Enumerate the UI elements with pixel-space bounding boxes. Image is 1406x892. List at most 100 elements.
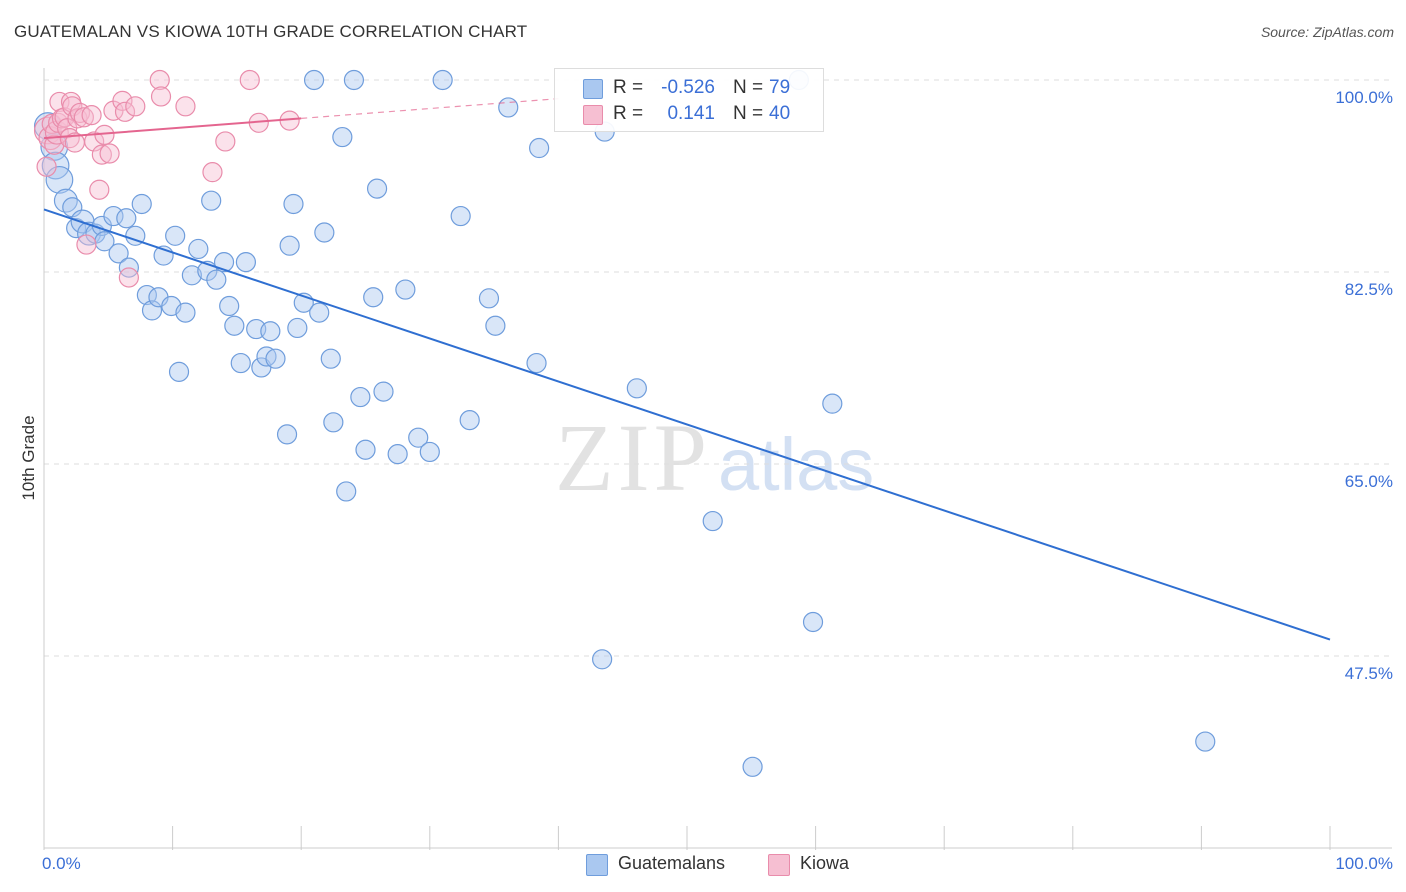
kiowa-point (202, 162, 223, 183)
legend-n-value: 79 (769, 77, 791, 98)
guatemalans-point (323, 412, 344, 433)
guatemalans-point (116, 208, 137, 229)
guatemalans-point (168, 361, 190, 382)
guatemalans-point (526, 352, 547, 374)
guatemalans-point (702, 510, 723, 532)
y-tick-label: 100.0% (1335, 88, 1393, 107)
x-tick-label-start: 0.0% (42, 854, 81, 873)
kiowa-points (33, 69, 300, 288)
guatemalans-point (287, 317, 308, 339)
bottom-legend-swatch-blue (586, 854, 608, 876)
legend-n-label: N = (733, 103, 764, 124)
guatemalans-point (103, 205, 124, 227)
guatemalans-point (350, 386, 371, 408)
guatemalans-point (201, 190, 222, 211)
kiowa-point (215, 131, 236, 152)
guatemalans-point (343, 69, 365, 91)
guatemalans-point (408, 427, 429, 448)
guatemalans-point (279, 235, 300, 256)
y-tick-label: 47.5% (1345, 664, 1393, 683)
source-label: Source: ZipAtlas.com (1260, 24, 1394, 40)
guatemalans-point (235, 252, 257, 273)
guatemalans-point (219, 295, 240, 317)
kiowa-point (118, 267, 139, 288)
guatemalans-point (432, 69, 453, 91)
trend-lines (43, 98, 1331, 641)
guatemalans-point (303, 69, 325, 91)
legend-row-kiowa: R = 0.141 N = 40 (555, 101, 823, 127)
legend-r-value: -0.526 (661, 77, 715, 98)
tick-labels: 100.0% 82.5% 65.0% 47.5% 0.0% 100.0% (42, 88, 1393, 873)
legend-r-label: R = (613, 103, 644, 124)
guatemalans-point (822, 393, 843, 414)
guatemalans-point (181, 265, 202, 286)
guatemalans-point (336, 481, 357, 502)
guatemalans-point (175, 302, 196, 323)
guatemalans-trend-line (43, 208, 1331, 641)
watermark-zip: ZIP (555, 404, 711, 511)
kiowa-point (89, 179, 110, 200)
guatemalans-point (355, 439, 376, 460)
kiowa-point (44, 134, 65, 155)
guatemalans-point (230, 352, 251, 374)
y-axis-label: 10th Grade (19, 415, 38, 500)
guatemalans-point (478, 288, 500, 309)
kiowa-point (84, 131, 105, 152)
guatemalans-point (529, 137, 550, 159)
legend-r-label: R = (613, 77, 644, 98)
guatemalans-point (387, 444, 408, 465)
guatemalans-point (276, 424, 298, 445)
guatemalans-point (260, 321, 281, 342)
guatemalans-point (332, 126, 353, 148)
guatemalans-point (498, 97, 519, 118)
guatemalans-point (450, 205, 471, 227)
legend-row-guatemalans: R = -0.526 N = 79 (555, 75, 823, 101)
guatemalans-point (165, 225, 186, 246)
kiowa-point (91, 144, 112, 165)
kiowa-point (99, 143, 120, 164)
guatemalans-point (626, 378, 647, 399)
guatemalans-point (366, 178, 388, 199)
kiowa-point (150, 86, 172, 107)
guatemalans-point (419, 441, 440, 463)
guatemalans-point (141, 300, 163, 321)
legend-swatch-blue (583, 79, 603, 99)
x-tick-label-end: 100.0% (1335, 854, 1393, 873)
guatemalans-point (265, 348, 286, 369)
legend-n-value: 40 (769, 103, 791, 124)
guatemalans-point (131, 193, 152, 215)
guatemalans-point (314, 222, 335, 243)
watermark: ZIP atlas (555, 404, 874, 511)
kiowa-point (49, 91, 70, 113)
legend-swatch-pink (583, 105, 603, 125)
legend-r-value: 0.141 (667, 103, 715, 124)
kiowa-trend-line (43, 117, 302, 140)
bottom-legend-label: Kiowa (800, 853, 850, 873)
guatemalans-point (395, 279, 416, 300)
kiowa-point (114, 101, 136, 122)
guatemalans-point (485, 315, 506, 336)
guatemalans-point (363, 287, 384, 308)
guatemalans-point (373, 381, 394, 402)
guatemalans-point (1195, 731, 1216, 752)
bottom-legend-swatch-pink (768, 854, 790, 876)
chart-title: GUATEMALAN VS KIOWA 10TH GRADE CORRELATI… (14, 22, 528, 41)
guatemalans-point (188, 238, 209, 260)
correlation-legend: R = -0.526 N = 79 R = 0.141 N = 40 (554, 68, 824, 132)
guatemalans-point (592, 649, 613, 670)
kiowa-point (81, 105, 102, 126)
kiowa-trend-extension (301, 98, 559, 119)
kiowa-point (175, 96, 196, 117)
axes (43, 68, 1392, 850)
guatemalans-point (802, 611, 824, 633)
kiowa-point (149, 69, 170, 91)
kiowa-point (76, 234, 97, 255)
guatemalans-point (459, 410, 480, 431)
y-tick-label: 65.0% (1345, 472, 1393, 491)
kiowa-point (125, 96, 146, 117)
kiowa-point (73, 107, 94, 128)
guatemalans-point (309, 302, 330, 323)
y-tick-label: 82.5% (1345, 280, 1393, 299)
kiowa-point (41, 113, 62, 134)
